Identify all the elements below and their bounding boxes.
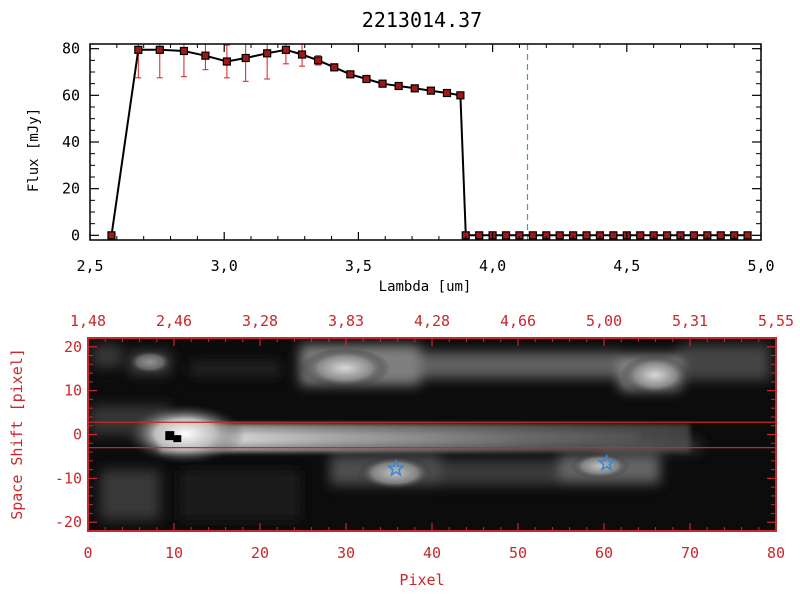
top-x-tick-label: 5,0 <box>747 257 774 275</box>
star-icon <box>386 458 406 477</box>
wavelength-tick-label: 5,55 <box>758 312 794 330</box>
flux-data-point <box>662 231 672 240</box>
heatmap-y-tick-label: 10 <box>64 382 82 400</box>
top-x-tick-label: 4,0 <box>479 257 506 275</box>
flux-data-point <box>410 84 419 93</box>
wavelength-tick-label: 5,31 <box>672 312 708 330</box>
flux-data-point <box>528 231 537 240</box>
flux-data-point <box>330 63 339 72</box>
heatmap-x-tick-label: 50 <box>509 544 527 562</box>
flux-data-point <box>155 45 164 54</box>
top-x-tick-label: 2,5 <box>76 257 103 275</box>
heatmap-x-tick-label: 60 <box>595 544 613 562</box>
flux-data-point <box>134 45 143 54</box>
flux-data-point <box>362 74 371 84</box>
heatmap-y-tick-label: -20 <box>55 513 82 531</box>
top-y-tick-label: 20 <box>62 180 80 198</box>
heatmap-y-tick-label: 0 <box>73 426 82 444</box>
heatmap-x-tick-label: 20 <box>251 544 269 562</box>
flux-data-point <box>555 231 564 240</box>
flux-data-point <box>263 49 272 58</box>
top-y-tick-label: 60 <box>62 86 80 104</box>
flux-data-point <box>201 51 210 60</box>
flux-data-point <box>222 57 231 66</box>
wavelength-tick-label: 3,83 <box>328 312 364 330</box>
flux-data-point <box>636 231 645 240</box>
wavelength-tick-label: 5,00 <box>586 312 622 330</box>
heatmap-image <box>88 338 776 531</box>
flux-data-point <box>475 231 484 240</box>
wavelength-tick-label: 1,48 <box>70 312 106 330</box>
flux-data-point <box>281 45 291 54</box>
flux-data-point <box>241 53 250 63</box>
heatmap-y-tick-label: 20 <box>64 338 82 356</box>
heatmap-y-tick-label: -10 <box>55 469 82 487</box>
flux-data-point <box>314 56 323 65</box>
flux-data-point <box>582 231 591 240</box>
flux-data-point <box>297 50 307 59</box>
flux-data-point <box>107 231 116 240</box>
wavelength-tick-label: 4,66 <box>500 312 536 330</box>
black-source-marker <box>165 431 175 441</box>
flux-data-point <box>426 86 435 95</box>
flux-data-point <box>378 79 387 88</box>
heatmap-y-axis-label: Space Shift [pixel] <box>8 348 26 520</box>
black-source-marker <box>173 435 182 443</box>
heatmap-x-tick-label: 0 <box>83 544 92 562</box>
heatmap-x-tick-label: 30 <box>337 544 355 562</box>
heatmap-x-tick-label: 40 <box>423 544 441 562</box>
heatmap-x-tick-label: 10 <box>165 544 183 562</box>
flux-data-point <box>689 231 699 240</box>
top-y-tick-label: 0 <box>71 226 80 244</box>
top-y-tick-label: 80 <box>62 40 80 58</box>
flux-series-line <box>110 48 748 237</box>
top-x-tick-label: 3,5 <box>345 257 372 275</box>
wavelength-tick-label: 4,28 <box>414 312 450 330</box>
flux-data-point <box>501 231 511 240</box>
top-x-tick-label: 4,5 <box>613 257 640 275</box>
flux-data-point <box>394 81 403 91</box>
heatmap-x-axis-label: Pixel <box>399 571 444 589</box>
flux-data-point <box>442 88 452 98</box>
wavelength-tick-label: 3,28 <box>242 312 278 330</box>
top-plot-area: 2,5 3,0 3,5 4,0 4,5 5,0 0 20 40 60 80 <box>62 40 775 275</box>
top-x-tick-label: 3,0 <box>211 257 238 275</box>
flux-data-point <box>456 91 465 100</box>
flux-data-point <box>346 70 355 79</box>
star-icon <box>597 453 616 472</box>
flux-data-point <box>609 231 618 240</box>
wavelength-tick-label: 2,46 <box>156 312 192 330</box>
heatmap-x-tick-label: 70 <box>681 544 699 562</box>
heatmap-x-tick-label: 80 <box>767 544 785 562</box>
flux-data-point <box>179 46 189 56</box>
top-plot-frame <box>89 43 762 241</box>
top-y-axis-label: Flux [mJy] <box>26 108 42 192</box>
top-chart-title: 2213014.37 <box>362 8 482 32</box>
flux-data-point <box>743 231 752 240</box>
top-x-axis-label: Lambda [um] <box>379 279 472 295</box>
top-y-tick-label: 40 <box>62 133 80 151</box>
flux-data-point <box>716 231 725 240</box>
